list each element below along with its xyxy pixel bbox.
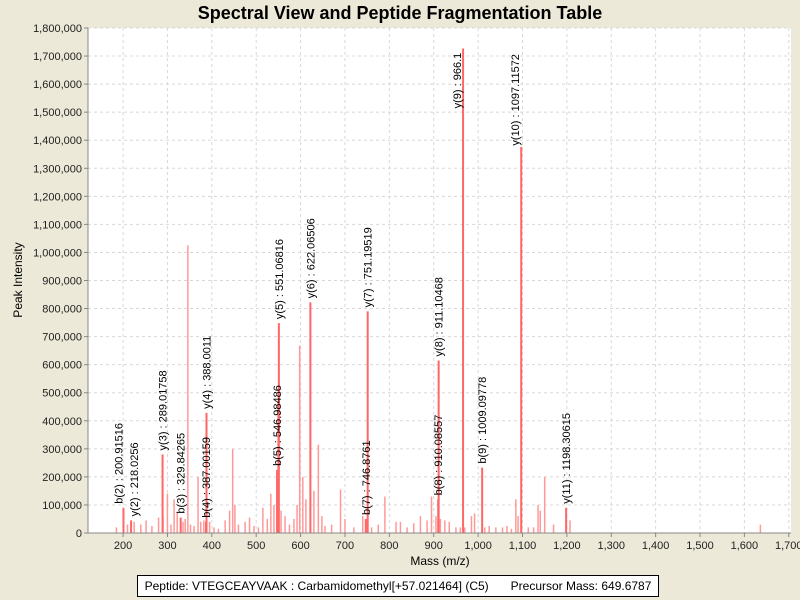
x-tick-label: 500 — [247, 540, 265, 552]
peak-annotation: y(10) : 1097.11572 — [510, 54, 522, 146]
peak-annotation: y(7) : 751.19519 — [363, 227, 375, 307]
precursor-mass: Precursor Mass: 649.6787 — [510, 579, 652, 593]
x-tick-label: 1,300 — [597, 540, 625, 552]
y-tick-label: 1,000,000 — [33, 247, 82, 259]
y-tick-label: 1,800,000 — [33, 23, 82, 35]
y-tick-label: 200,000 — [42, 472, 82, 484]
y-tick-label: 1,500,000 — [33, 107, 82, 119]
x-tick-label: 400 — [203, 540, 221, 552]
peak-annotation: y(8) : 911.10468 — [434, 277, 446, 356]
x-tick-label: 900 — [425, 540, 443, 552]
y-tick-label: 600,000 — [42, 360, 82, 372]
axes: 200 300 400 500 600 700 800 900 1,000 1,100 1,200 1… — [33, 23, 800, 552]
x-tick-label: 1,400 — [642, 540, 670, 552]
annotations: b(2) : 200.91516 y(2) : 218.0256 y(3) : 28… — [113, 53, 573, 518]
x-tick-label: 1,000 — [464, 540, 492, 552]
peak-annotation: y(9) : 966.1 — [452, 53, 464, 109]
peak-annotation: y(6) : 622.06506 — [305, 218, 317, 298]
x-tick-label: 1,600 — [731, 540, 759, 552]
peak-annotation: y(3) : 289.01758 — [158, 370, 170, 450]
peak-annotation: b(7) : 746.8761 — [361, 440, 373, 515]
peak-annotation: y(4) : 388.0011 — [201, 336, 213, 409]
y-tick-label: 1,200,000 — [33, 191, 82, 203]
y-tick-label: 700,000 — [42, 332, 82, 344]
peak-annotation: y(2) : 218.0256 — [129, 442, 141, 516]
x-tick-label: 1,100 — [509, 540, 537, 552]
y-tick-label: 800,000 — [42, 304, 82, 316]
legend-box: Peptide: VTEGCEAYVAAK : Carbamidomethyl[… — [137, 575, 659, 597]
peak-annotation: y(11) : 1198.30615 — [561, 413, 573, 504]
grid — [88, 27, 791, 534]
y-tick-label: 1,600,000 — [33, 79, 82, 91]
peak-annotation: y(5) : 551.06816 — [274, 239, 286, 319]
peaks — [115, 48, 762, 533]
chart-title: Spectral View and Peptide Fragmentation … — [198, 3, 602, 23]
peak-annotation: b(8) : 910.08557 — [433, 415, 445, 496]
x-tick-label: 800 — [380, 540, 398, 552]
y-tick-label: 1,700,000 — [33, 51, 82, 63]
y-tick-label: 500,000 — [42, 388, 82, 400]
y-tick-label: 900,000 — [42, 276, 82, 288]
y-tick-label: 1,300,000 — [33, 163, 82, 175]
y-tick-label: 0 — [76, 528, 82, 540]
x-tick-label: 600 — [291, 540, 309, 552]
x-tick-label: 1,200 — [553, 540, 581, 552]
x-axis-label: Mass (m/z) — [410, 554, 469, 568]
x-tick-label: 1,700 — [775, 540, 800, 552]
peak-annotation: b(2) : 200.91516 — [113, 423, 125, 504]
y-tick-label: 1,400,000 — [33, 135, 82, 147]
x-tick-label: 700 — [336, 540, 354, 552]
y-tick-label: 100,000 — [42, 500, 82, 512]
y-axis-label: Peak Intensity — [11, 242, 25, 317]
peak-annotation: b(5) : 546.98486 — [272, 385, 284, 466]
x-tick-label: 1,500 — [686, 540, 714, 552]
peak-annotation: b(9) : 1009.09778 — [477, 377, 489, 464]
y-tick-label: 300,000 — [42, 444, 82, 456]
x-tick-label: 200 — [114, 540, 132, 552]
peak-annotation: b(4) : 387.00159 — [201, 437, 213, 518]
x-tick-label: 300 — [158, 540, 176, 552]
peak-annotation: b(3) : 329.84265 — [176, 433, 188, 514]
peptide-info: Peptide: VTEGCEAYVAAK : Carbamidomethyl[… — [144, 579, 489, 593]
y-tick-label: 400,000 — [42, 416, 82, 428]
y-tick-label: 1,100,000 — [33, 219, 82, 231]
